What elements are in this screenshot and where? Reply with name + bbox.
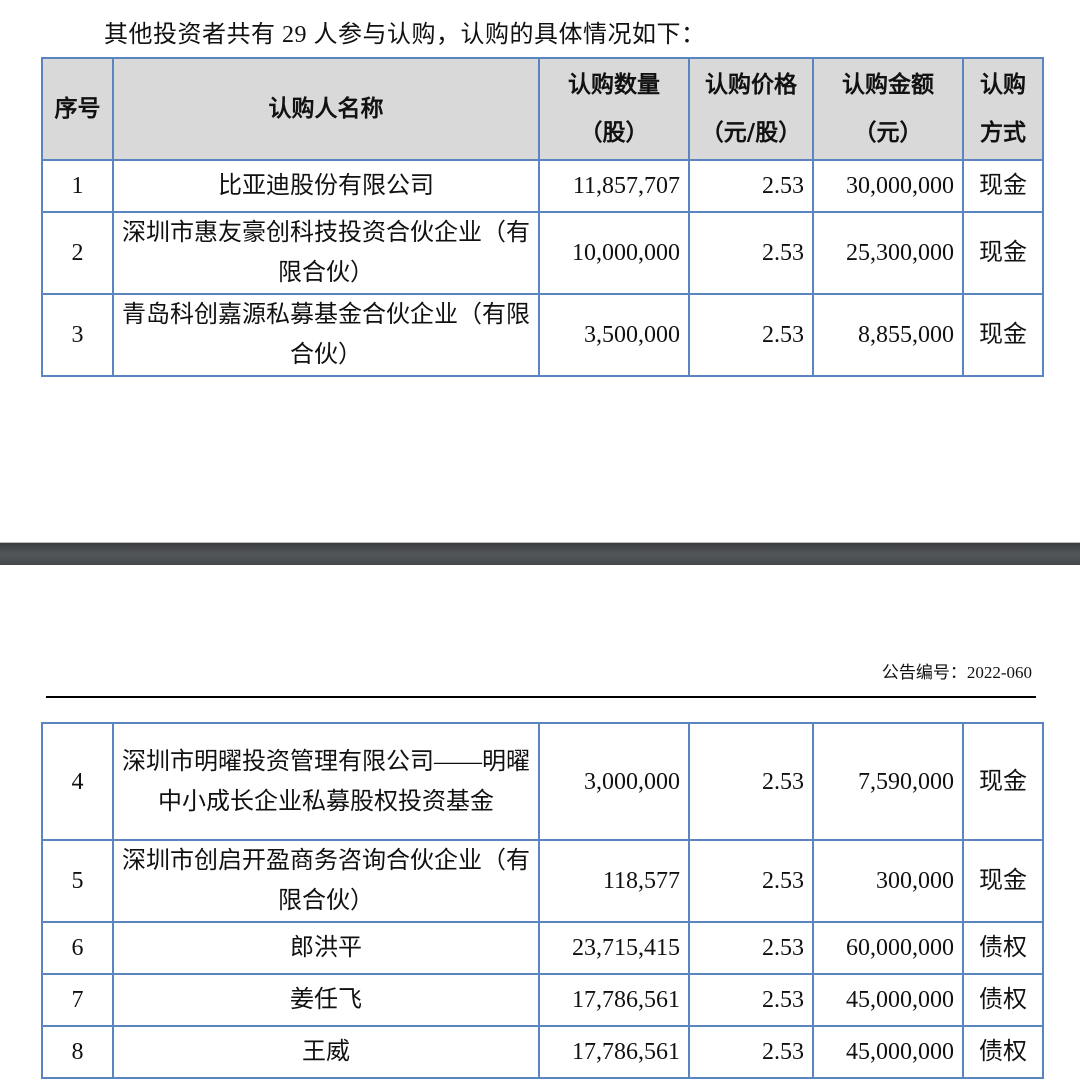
header-rule (46, 696, 1036, 698)
cell-name: 青岛科创嘉源私募基金合伙企业（有限合伙） (112, 293, 540, 377)
cell-price: 2.53 (688, 211, 814, 295)
table-header-row: 序号 认购人名称 认购数量 （股） 认购价格 （元/股） 认购金额 （元） 认购方式 (41, 57, 1044, 161)
cell-no: 3 (41, 293, 114, 377)
subscription-table-page1: 序号 认购人名称 认购数量 （股） 认购价格 （元/股） 认购金额 （元） 认购 方式 … (41, 57, 1044, 377)
cell-no: 1 (41, 159, 114, 213)
cell-name: 姜任飞 (112, 973, 540, 1027)
table-row: 5 深圳市创启开盈商务咨询合伙企业（有限合伙） 118,577 2.53 300,000… (41, 839, 1044, 923)
table-row: 3 青岛科创嘉源私募基金合伙企业（有限合伙） 3,500,000 2.53 8,855,… (41, 293, 1044, 377)
cell-method: 现金 (962, 722, 1044, 841)
cell-price: 2.53 (688, 722, 814, 841)
cell-no: 2 (41, 211, 114, 295)
cell-name: 深圳市明曜投资管理有限公司——明曜中小成长企业私募股权投资基金 (112, 722, 540, 841)
cell-name: 深圳市创启开盈商务咨询合伙企业（有限合伙） (112, 839, 540, 923)
table-row: 8 王威 17,786,561 2.53 45,000,000 债权 (41, 1025, 1044, 1079)
document-number: 公告编号：2022-060 (881, 663, 1032, 682)
cell-amount: 300,000 (812, 839, 964, 923)
cell-method: 现金 (962, 159, 1044, 213)
cell-amount: 7,590,000 (812, 722, 964, 841)
cell-amount: 30,000,000 (812, 159, 964, 213)
cell-method: 现金 (962, 211, 1044, 295)
cell-name: 深圳市惠友豪创科技投资合伙企业（有限合伙） (112, 211, 540, 295)
cell-qty: 17,786,561 (538, 973, 690, 1027)
header-price-line2: （元/股） (700, 120, 802, 146)
header-amount-line2: （元） (853, 120, 923, 146)
header-price: 认购价格 （元/股） (688, 57, 814, 161)
cell-no: 7 (41, 973, 114, 1027)
cell-price: 2.53 (688, 921, 814, 975)
cell-method: 债权 (962, 973, 1044, 1027)
cell-price: 2.53 (688, 159, 814, 213)
page-separator (0, 542, 1080, 565)
cell-no: 4 (41, 722, 114, 841)
cell-name: 王威 (112, 1025, 540, 1079)
cell-name: 比亚迪股份有限公司 (112, 159, 540, 213)
header-method-line2: 方式 (980, 120, 1026, 146)
cell-method: 现金 (962, 293, 1044, 377)
header-method-line1: 认购 (980, 72, 1026, 98)
table-row: 2 深圳市惠友豪创科技投资合伙企业（有限合伙） 10,000,000 2.53 25,3… (41, 211, 1044, 295)
cell-price: 2.53 (688, 973, 814, 1027)
header-method: 认购 方式 (962, 57, 1044, 161)
table-row: 1 比亚迪股份有限公司 11,857,707 2.53 30,000,000 现金 (41, 159, 1044, 213)
header-qty: 认购数量 （股） (538, 57, 690, 161)
table-row: 4 深圳市明曜投资管理有限公司——明曜中小成长企业私募股权投资基金 3,000,00… (41, 722, 1044, 841)
cell-method: 债权 (962, 921, 1044, 975)
cell-method: 债权 (962, 1025, 1044, 1079)
subscription-table-page2: 4 深圳市明曜投资管理有限公司——明曜中小成长企业私募股权投资基金 3,000,00… (41, 722, 1044, 1079)
cell-amount: 45,000,000 (812, 973, 964, 1027)
intro-text: 其他投资者共有 29 人参与认购，认购的具体情况如下： (104, 22, 706, 48)
cell-amount: 60,000,000 (812, 921, 964, 975)
table-row: 6 郎洪平 23,715,415 2.53 60,000,000 债权 (41, 921, 1044, 975)
cell-price: 2.53 (688, 1025, 814, 1079)
cell-qty: 10,000,000 (538, 211, 690, 295)
cell-no: 6 (41, 921, 114, 975)
cell-qty: 3,000,000 (538, 722, 690, 841)
cell-qty: 23,715,415 (538, 921, 690, 975)
cell-no: 5 (41, 839, 114, 923)
cell-qty: 3,500,000 (538, 293, 690, 377)
cell-amount: 8,855,000 (812, 293, 964, 377)
cell-no: 8 (41, 1025, 114, 1079)
header-price-line1: 认购价格 (705, 72, 797, 98)
cell-qty: 11,857,707 (538, 159, 690, 213)
header-qty-line2: （股） (579, 120, 649, 146)
header-qty-line1: 认购数量 (568, 72, 660, 98)
header-amount: 认购金额 （元） (812, 57, 964, 161)
header-no: 序号 (41, 57, 114, 161)
cell-amount: 25,300,000 (812, 211, 964, 295)
cell-name: 郎洪平 (112, 921, 540, 975)
cell-amount: 45,000,000 (812, 1025, 964, 1079)
cell-qty: 17,786,561 (538, 1025, 690, 1079)
header-name: 认购人名称 (112, 57, 540, 161)
header-amount-line1: 认购金额 (842, 72, 934, 98)
cell-qty: 118,577 (538, 839, 690, 923)
table-row: 7 姜任飞 17,786,561 2.53 45,000,000 债权 (41, 973, 1044, 1027)
cell-method: 现金 (962, 839, 1044, 923)
cell-price: 2.53 (688, 293, 814, 377)
cell-price: 2.53 (688, 839, 814, 923)
